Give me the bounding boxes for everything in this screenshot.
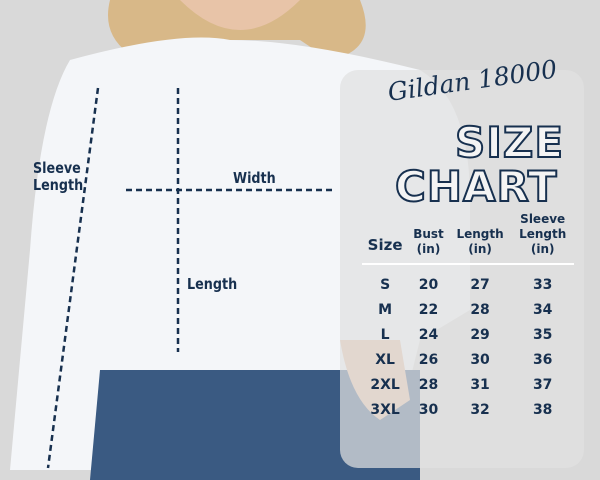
- table-cell: L: [380, 326, 390, 343]
- table-cell: 29: [470, 326, 490, 343]
- table-cell: 38: [532, 401, 553, 418]
- size-chart-panel: [340, 70, 584, 468]
- table-cell: M: [378, 301, 393, 318]
- table-row: 2XL 28 31 37: [362, 372, 574, 397]
- header-size: Size: [362, 212, 409, 265]
- table-cell: 30: [418, 401, 439, 418]
- size-table: Size Bust (in) Length (in) Sleeve Length…: [362, 212, 574, 422]
- header-sleeve-length: Sleeve Length (in): [511, 212, 574, 265]
- table-row: XL 26 30 36: [362, 347, 574, 372]
- length-label: Length: [187, 275, 238, 293]
- table-cell: 27: [470, 277, 490, 293]
- table-cell: 28: [418, 376, 439, 393]
- table-cell: 3XL: [370, 401, 400, 418]
- table-header: Size Bust (in) Length (in) Sleeve Length…: [362, 212, 574, 265]
- width-label: Width: [233, 169, 276, 187]
- table-cell: 36: [532, 351, 553, 368]
- table-cell: 37: [532, 376, 553, 393]
- table-cell: 30: [470, 351, 490, 368]
- table-cell: 28: [470, 301, 490, 318]
- table-row: M 22 28 34: [362, 297, 574, 322]
- table-cell: S: [380, 277, 391, 293]
- title-size: SIZE: [454, 117, 565, 168]
- table-cell: 24: [418, 326, 439, 343]
- header-bust: Bust (in): [408, 212, 449, 265]
- table-cell: 20: [418, 277, 439, 293]
- header-length: Length (in): [448, 212, 512, 265]
- table-cell: 34: [532, 301, 553, 318]
- table-cell: 26: [418, 351, 439, 368]
- table-row: L 24 29 35: [362, 322, 574, 347]
- table-cell: 2XL: [370, 376, 400, 393]
- sleeve-length-label: Sleeve Length: [33, 159, 84, 194]
- table-row: 3XL 30 32 38: [362, 397, 574, 422]
- table-cell: 22: [418, 301, 439, 318]
- table-cell: 32: [470, 401, 490, 418]
- title-chart: CHART: [394, 161, 558, 212]
- table-cell: 35: [532, 326, 553, 343]
- table-row: S 20 27 33: [362, 264, 574, 297]
- table-cell: 31: [470, 376, 490, 393]
- table-cell: 33: [532, 277, 553, 293]
- table-cell: XL: [375, 351, 395, 368]
